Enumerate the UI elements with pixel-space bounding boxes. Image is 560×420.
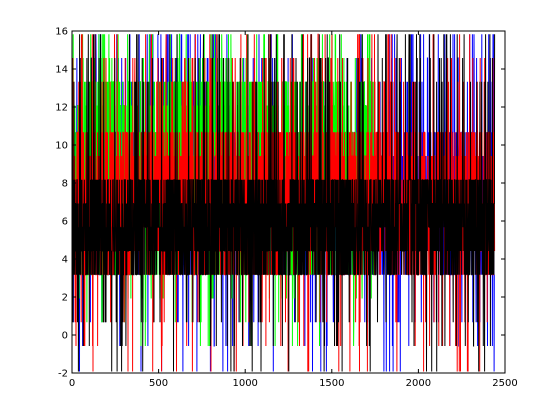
y-tick-label: 14 (55, 65, 68, 76)
y-tick-label: 8 (62, 179, 68, 190)
plot-frame (71, 30, 506, 374)
y-tick-label: -2 (58, 369, 68, 380)
y-tick-label: 2 (62, 293, 68, 304)
y-tick-label: 0 (62, 331, 68, 342)
y-tick-label: 10 (55, 141, 68, 152)
series-layer (71, 33, 496, 372)
x-tick-label: 1000 (232, 378, 257, 389)
series-line-4 (71, 34, 496, 372)
x-tick-label: 2000 (406, 378, 431, 389)
y-tick-label: 16 (55, 27, 68, 38)
y-tick-label: 12 (55, 103, 68, 114)
x-tick-label: 2500 (492, 378, 517, 389)
y-tick-label: 4 (62, 255, 68, 266)
x-tick-label: 0 (69, 378, 75, 389)
x-tick-label: 500 (149, 378, 168, 389)
y-tick-label: 6 (62, 217, 68, 228)
x-tick-label: 1500 (319, 378, 344, 389)
